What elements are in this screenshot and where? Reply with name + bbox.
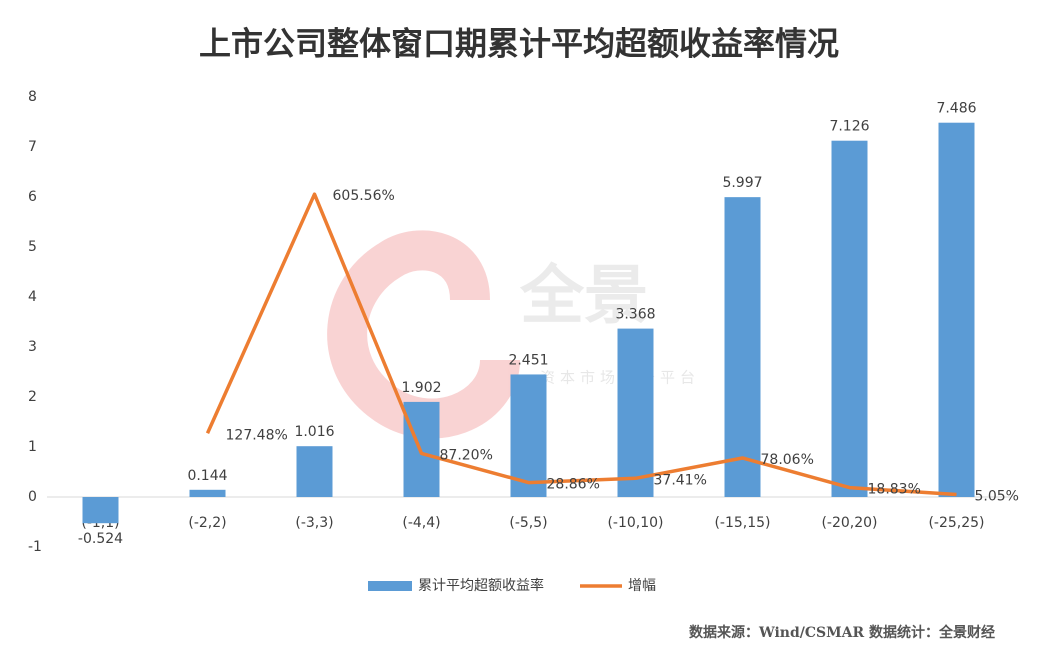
line-value-label: 78.06% xyxy=(761,452,814,468)
line-value-label: 87.20% xyxy=(440,447,493,463)
x-tick-label: (-2,2) xyxy=(188,515,226,531)
bar-value-label: -0.524 xyxy=(78,531,123,547)
line-value-label: 605.56% xyxy=(333,188,395,204)
legend-label: 累计平均超额收益率 xyxy=(418,577,544,594)
y-tick-label: 2 xyxy=(28,389,37,405)
bar-value-label: 7.126 xyxy=(829,119,869,135)
x-tick-label: (-10,10) xyxy=(607,515,663,531)
y-tick-label: 6 xyxy=(28,189,37,205)
line-value-label: 28.86% xyxy=(547,477,600,493)
y-tick-label: 7 xyxy=(28,139,37,155)
legend-swatch xyxy=(368,581,412,591)
bar xyxy=(831,140,868,497)
bar-value-label: 1.016 xyxy=(294,424,334,440)
bar-value-label: 0.144 xyxy=(187,468,227,484)
watermark-logo xyxy=(327,230,520,439)
watermark-text: 全景 xyxy=(519,260,648,334)
line-value-label: 37.41% xyxy=(654,472,707,488)
bar xyxy=(82,497,119,524)
x-tick-label: (-5,5) xyxy=(509,515,547,531)
x-tick-label: (-20,20) xyxy=(821,515,877,531)
x-tick-label: (-25,25) xyxy=(928,515,984,531)
x-tick-label: (-15,15) xyxy=(714,515,770,531)
x-tick-label: (-4,4) xyxy=(402,515,440,531)
y-tick-label: 4 xyxy=(28,289,37,305)
source-note: 数据来源：Wind/CSMAR 数据统计：全景财经 xyxy=(689,624,995,641)
bar xyxy=(296,446,333,497)
bar-value-label: 5.997 xyxy=(722,175,762,191)
legend-label: 增幅 xyxy=(628,578,656,594)
y-tick-label: 3 xyxy=(28,339,37,355)
y-tick-label: -1 xyxy=(28,539,42,555)
y-tick-label: 5 xyxy=(28,239,37,255)
bar xyxy=(724,197,761,497)
bar xyxy=(938,122,975,497)
y-tick-label: 8 xyxy=(28,89,37,105)
bar-value-label: 3.368 xyxy=(615,307,655,323)
y-tick-label: 1 xyxy=(28,439,37,455)
bar xyxy=(189,489,226,497)
x-tick-label: (-3,3) xyxy=(295,515,333,531)
bar-value-label: 1.902 xyxy=(401,380,441,396)
line-value-label: 18.83% xyxy=(868,482,921,498)
line xyxy=(205,192,957,497)
watermark: 全景 资本市场服务平台 xyxy=(327,230,695,439)
bar-value-label: 2.451 xyxy=(508,352,548,368)
chart-title: 上市公司整体窗口期累计平均超额收益率情况 xyxy=(199,25,839,63)
line-value-label: 127.48% xyxy=(226,427,288,443)
bar xyxy=(510,374,547,497)
bar-value-label: 7.486 xyxy=(936,101,976,117)
line-value-label: 5.05% xyxy=(975,488,1019,504)
bar xyxy=(617,328,654,497)
y-tick-label: 0 xyxy=(28,489,37,505)
